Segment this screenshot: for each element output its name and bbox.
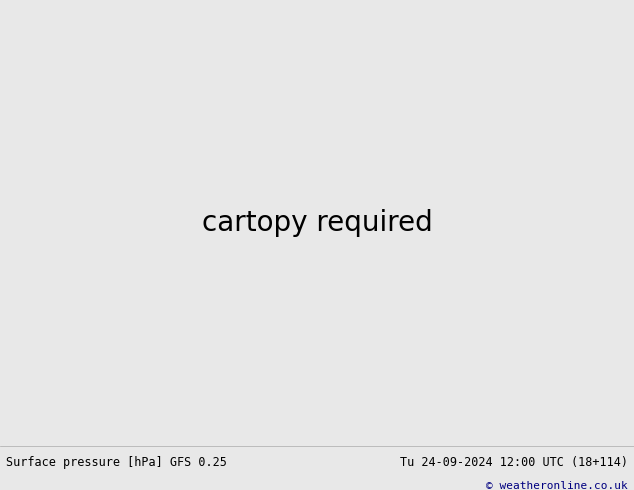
- Text: Surface pressure [hPa] GFS 0.25: Surface pressure [hPa] GFS 0.25: [6, 456, 227, 469]
- Text: © weatheronline.co.uk: © weatheronline.co.uk: [486, 481, 628, 490]
- Text: cartopy required: cartopy required: [202, 209, 432, 237]
- Text: Tu 24-09-2024 12:00 UTC (18+114): Tu 24-09-2024 12:00 UTC (18+114): [399, 456, 628, 469]
